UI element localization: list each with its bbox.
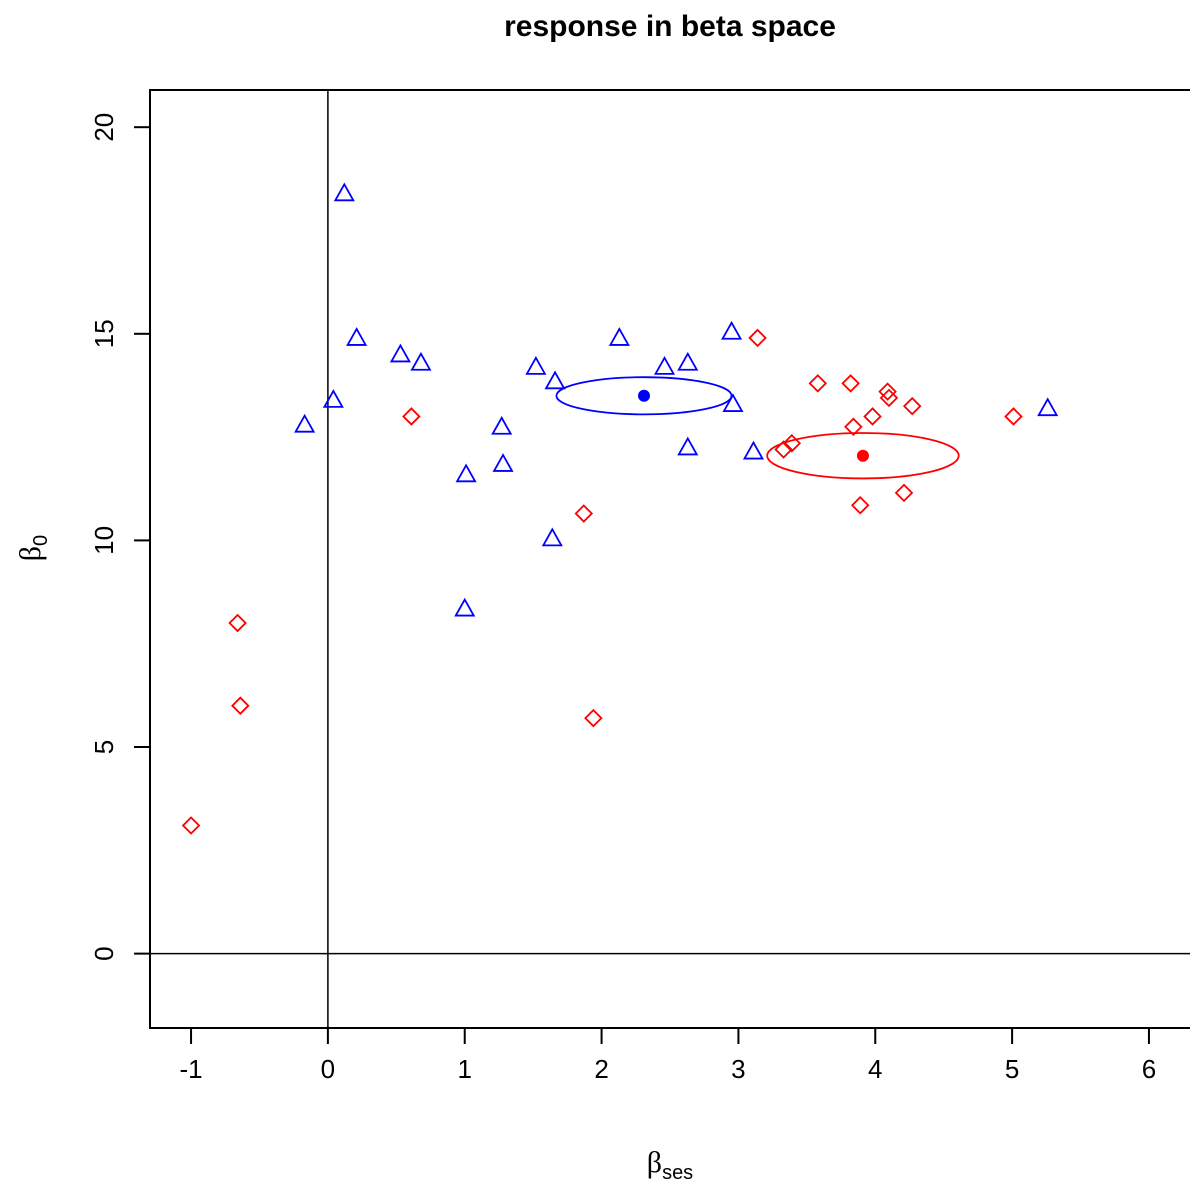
confidence-ellipse bbox=[555, 376, 733, 416]
triangle-point bbox=[721, 320, 743, 340]
triangle-point bbox=[742, 440, 765, 460]
x-tick-label: 3 bbox=[731, 1054, 745, 1084]
x-tick-label: 5 bbox=[1005, 1054, 1019, 1084]
x-tick-label: 1 bbox=[458, 1054, 472, 1084]
y-tick-label: 20 bbox=[89, 113, 119, 142]
triangle-point bbox=[541, 527, 563, 547]
x-tick-label: 2 bbox=[594, 1054, 608, 1084]
y-axis-label: β0 bbox=[14, 535, 52, 561]
triangle-point bbox=[653, 356, 676, 375]
mean-point bbox=[638, 389, 650, 402]
diamond-point bbox=[782, 434, 802, 453]
diamond-point bbox=[879, 388, 899, 408]
triangle-point bbox=[677, 436, 699, 456]
diamond-point bbox=[402, 407, 421, 426]
chart-title: response in beta space bbox=[504, 10, 836, 43]
triangle-point bbox=[492, 453, 514, 472]
confidence-ellipse bbox=[766, 432, 960, 480]
diamond-point bbox=[808, 374, 828, 393]
mean-point bbox=[856, 449, 869, 462]
diamond-point bbox=[748, 328, 767, 348]
triangle-point bbox=[389, 343, 411, 363]
triangle-point bbox=[294, 413, 316, 433]
triangle-point bbox=[525, 356, 547, 375]
diamond-point bbox=[894, 483, 914, 503]
triangle-point bbox=[346, 327, 368, 346]
y-tick-label: 5 bbox=[89, 740, 119, 754]
x-tick-label: 6 bbox=[1142, 1054, 1156, 1084]
diamond-point bbox=[181, 816, 201, 835]
triangle-point bbox=[722, 393, 744, 412]
triangle-point bbox=[544, 370, 566, 390]
diamond-point bbox=[878, 382, 897, 401]
diamond-point bbox=[574, 504, 594, 523]
triangle-point bbox=[454, 597, 476, 617]
triangle-point bbox=[608, 327, 630, 346]
x-tick-label: -1 bbox=[179, 1054, 202, 1084]
y-tick-label: 10 bbox=[89, 526, 119, 555]
triangle-point bbox=[1037, 397, 1059, 417]
plot-frame bbox=[149, 89, 1190, 1029]
x-axis-label: βses bbox=[647, 1146, 693, 1182]
diamond-point bbox=[863, 407, 882, 426]
diamond-point bbox=[902, 396, 922, 416]
y-tick-label: 0 bbox=[89, 946, 119, 960]
triangle-point bbox=[322, 389, 344, 408]
x-tick-label: 4 bbox=[868, 1054, 882, 1084]
diamond-point bbox=[1004, 407, 1023, 426]
series-triangle bbox=[294, 182, 1059, 617]
y-tick-label: 15 bbox=[89, 319, 119, 348]
diamond-point bbox=[841, 374, 860, 393]
diamond-point bbox=[584, 708, 603, 728]
series-diamond bbox=[181, 328, 1023, 835]
diamond-point bbox=[844, 417, 863, 437]
x-tick-label: 0 bbox=[321, 1054, 335, 1084]
diamond-point bbox=[228, 613, 247, 633]
triangle-point bbox=[410, 351, 432, 371]
diamond-point bbox=[850, 496, 870, 515]
diamond-point bbox=[231, 696, 250, 715]
triangle-point bbox=[333, 182, 355, 202]
diamond-point bbox=[774, 440, 793, 459]
triangle-point bbox=[455, 463, 477, 483]
triangle-point bbox=[677, 351, 699, 371]
triangle-point bbox=[491, 415, 513, 435]
